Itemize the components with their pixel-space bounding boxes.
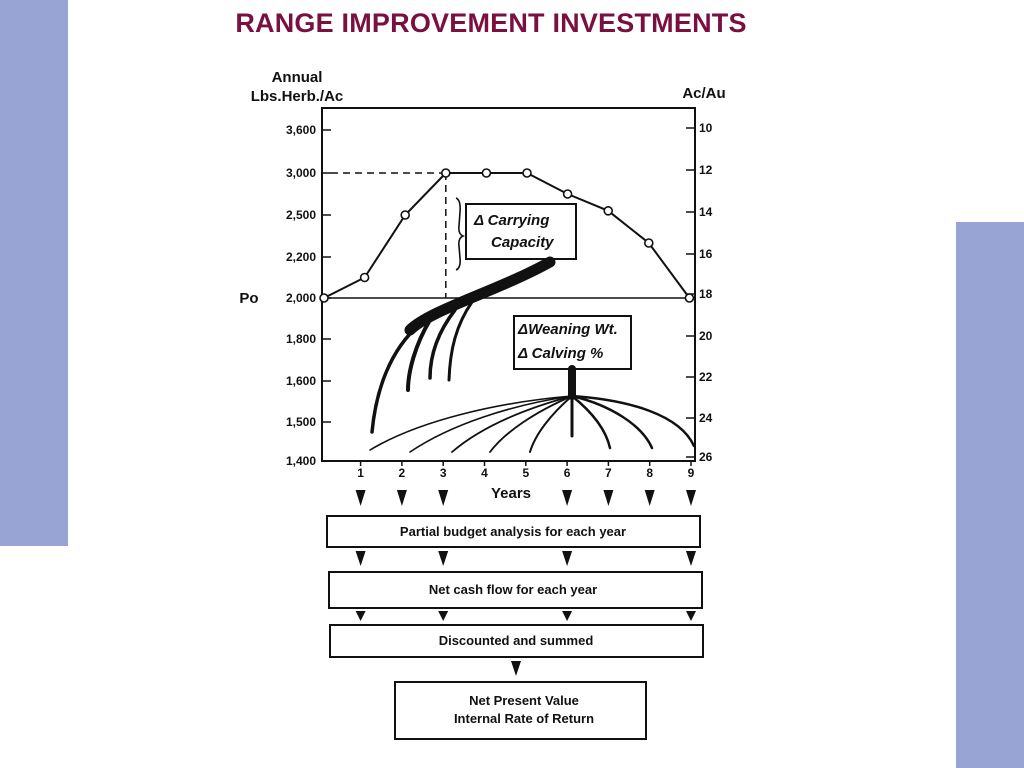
flow-down-arrow	[686, 611, 696, 621]
herbage-series-points	[319, 168, 695, 303]
x-tick-label: 2	[399, 466, 406, 480]
data-point	[481, 168, 492, 178]
cashflow-to-discount-arrows	[355, 611, 696, 621]
flow-down-arrow	[355, 551, 366, 566]
flow-down-arrow	[562, 551, 573, 566]
x-tick-label: 1	[357, 466, 364, 480]
right-tick-label: 14	[699, 205, 713, 219]
left-axis-title-line1: Annual	[272, 69, 323, 86]
left-tick-label: 1,600	[286, 374, 316, 388]
right-tick-label: 12	[699, 163, 713, 177]
npv-irr-box	[394, 681, 647, 740]
data-point	[562, 189, 573, 199]
data-point	[440, 168, 451, 178]
data-point	[319, 293, 329, 303]
data-point	[643, 238, 654, 248]
discounted-text: Discounted and summed	[439, 633, 594, 648]
left-tick-label: 1,400	[286, 454, 316, 468]
plot-frame	[321, 107, 696, 462]
x-tick-label: 8	[646, 466, 653, 480]
flow-down-arrow	[438, 551, 449, 566]
year-down-arrow	[603, 490, 614, 506]
left-tick-label: 3,600	[286, 123, 316, 137]
partial-budget-text: Partial budget analysis for each year	[400, 524, 626, 539]
slide-title: RANGE IMPROVEMENT INVESTMENTS	[235, 8, 747, 38]
right-tick-label: 26	[699, 450, 713, 464]
right-accent-bar	[956, 222, 1024, 768]
left-tick-label: 3,000	[286, 166, 316, 180]
discounted-box	[329, 624, 704, 658]
flow-down-arrow	[686, 551, 696, 566]
data-point	[522, 168, 532, 178]
data-point	[400, 210, 411, 220]
x-tick-label: 9	[688, 466, 695, 480]
right-tick-label: 22	[699, 370, 713, 384]
herbage-series-line	[323, 172, 691, 299]
right-tick-label: 10	[699, 121, 713, 135]
data-point	[359, 272, 370, 283]
right-axis-ticks: 10 12 14 16 18 20 22 24 26	[686, 121, 713, 464]
partial-budget-box	[326, 515, 701, 548]
year-down-arrow	[644, 490, 655, 506]
weaning-calving-box	[513, 315, 632, 370]
left-axis-ticks: 3,600 3,000 2,500 2,200 2,000 1,800 1,600 1,500…	[286, 123, 331, 468]
data-point	[684, 293, 695, 303]
left-axis-title-line2: Lbs.Herb./Ac	[251, 88, 344, 105]
left-tick-label: 2,500	[286, 208, 316, 222]
x-tick-label: 5	[522, 466, 529, 480]
calving-line: Δ Calving %	[517, 345, 603, 362]
capacity-branches	[370, 256, 556, 434]
right-tick-label: 16	[699, 247, 713, 261]
budget-to-cashflow-arrows	[355, 551, 696, 566]
capacity-brace	[455, 197, 466, 271]
x-tick-label: 6	[564, 466, 571, 480]
data-point	[603, 206, 614, 216]
x-axis-ticks: 1 2 3 4 5 6 7 8 9	[357, 461, 695, 480]
carrying-capacity-box	[465, 203, 577, 260]
left-tick-label: 2,200	[286, 250, 316, 264]
flow-down-arrow	[355, 611, 366, 621]
final-arrow	[511, 661, 521, 676]
right-tick-label: 24	[699, 411, 713, 425]
left-tick-label: 1,800	[286, 332, 316, 346]
irr-text: Internal Rate of Return	[454, 711, 594, 726]
carrying-capacity-line1: Δ Carrying	[473, 212, 549, 229]
year-down-arrow	[396, 490, 407, 506]
x-tick-label: 3	[440, 466, 447, 480]
left-tick-label: 2,000	[286, 291, 316, 305]
x-tick-label: 7	[605, 466, 612, 480]
flow-down-arrow	[562, 611, 573, 621]
npv-text: Net Present Value	[469, 693, 579, 708]
carrying-capacity-line2: Capacity	[491, 234, 554, 251]
year-down-arrow	[686, 490, 696, 506]
left-accent-bar	[0, 0, 68, 546]
right-axis-title: Ac/Au	[682, 85, 725, 102]
year-down-arrow	[355, 490, 366, 506]
right-tick-label: 18	[699, 287, 713, 301]
x-tick-label: 4	[481, 466, 488, 480]
year-down-arrow	[562, 490, 573, 506]
left-tick-label: 1,500	[286, 415, 316, 429]
baseline-label: Po	[239, 290, 258, 307]
year-down-arrow	[438, 490, 449, 506]
weaning-branches	[369, 365, 696, 453]
right-tick-label: 20	[699, 329, 713, 343]
net-cash-flow-box	[328, 571, 703, 609]
x-axis-title: Years	[491, 485, 531, 502]
net-cash-flow-text: Net cash flow for each year	[429, 582, 597, 597]
weaning-line: ΔWeaning Wt.	[517, 321, 618, 338]
flow-down-arrow	[438, 611, 449, 621]
year-arrows	[355, 490, 696, 506]
